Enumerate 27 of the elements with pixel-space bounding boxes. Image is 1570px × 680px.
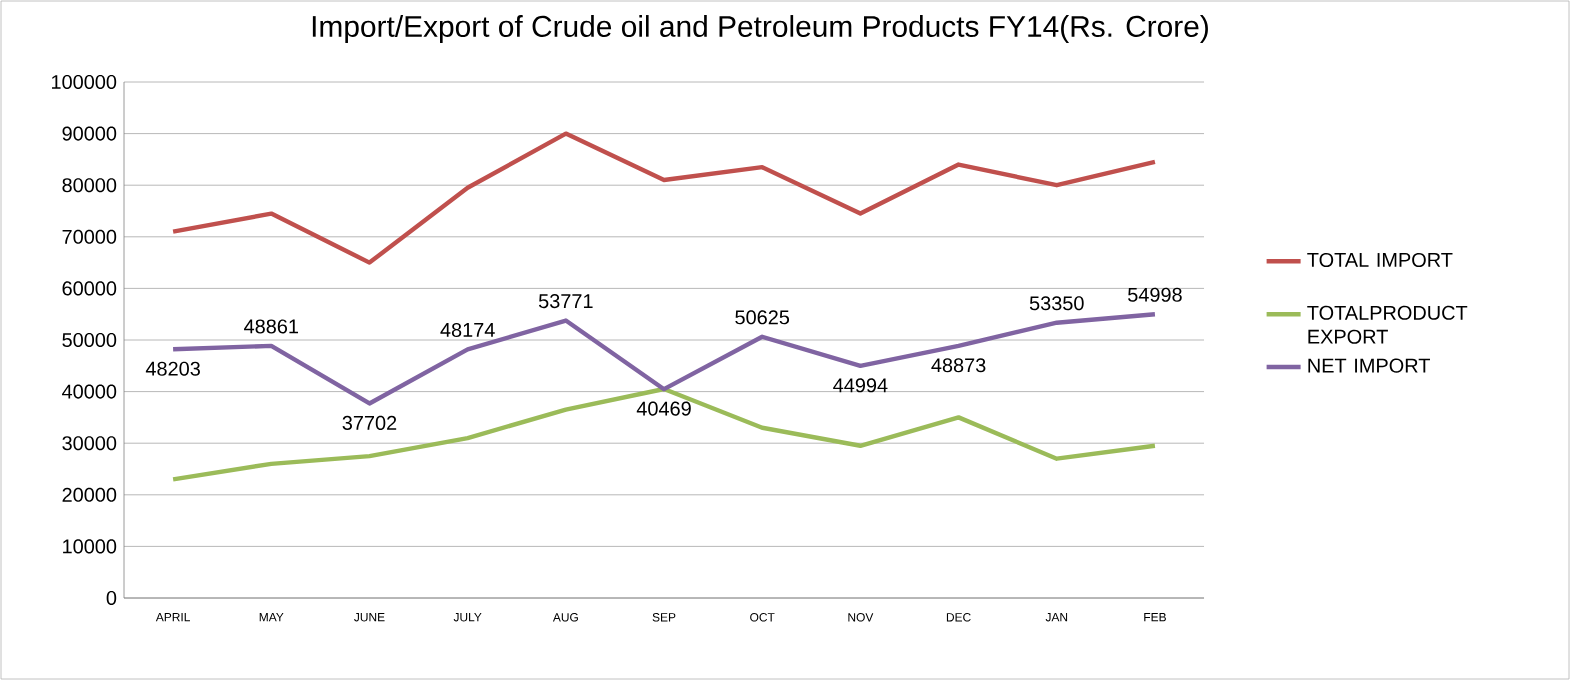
data-label: 53771 (538, 294, 593, 309)
y-tick-label: 60000 (62, 281, 117, 296)
y-tick-label: 50000 (62, 332, 117, 348)
y-tick-label: 100000 (52, 74, 117, 90)
y-tick-label: 10000 (63, 539, 117, 554)
data-label: 53350 (1029, 296, 1084, 311)
data-label: 50625 (735, 310, 790, 325)
legend-label: TOTAL IMPORT (1307, 252, 1453, 267)
y-tick-label: 90000 (62, 126, 117, 141)
data-label: 48861 (244, 319, 299, 334)
y-tick-label: 0 (106, 590, 117, 606)
data-label: 44994 (833, 378, 888, 393)
data-label: 54998 (1128, 287, 1182, 302)
data-label: 37702 (342, 415, 397, 430)
y-tick-label: 80000 (62, 178, 117, 193)
data-label: 48203 (145, 361, 200, 376)
line-series (170, 131, 1158, 265)
data-label: 48174 (440, 322, 495, 338)
y-tick-label: 70000 (62, 229, 117, 244)
chart-title: Import/Export of Crude oil and Petroleum Products FY14(Rs. Crore) (312, 15, 1208, 43)
data-label: 40469 (636, 401, 691, 416)
legend-label: TOTALPRODUCT EXPORT (1307, 305, 1468, 344)
legend-label: NET IMPORT (1308, 358, 1430, 373)
y-tick-label: 30000 (62, 436, 117, 451)
y-tick-label: 40000 (62, 384, 117, 399)
data-label: 48873 (931, 358, 986, 373)
y-tick-label: 20000 (62, 487, 117, 502)
